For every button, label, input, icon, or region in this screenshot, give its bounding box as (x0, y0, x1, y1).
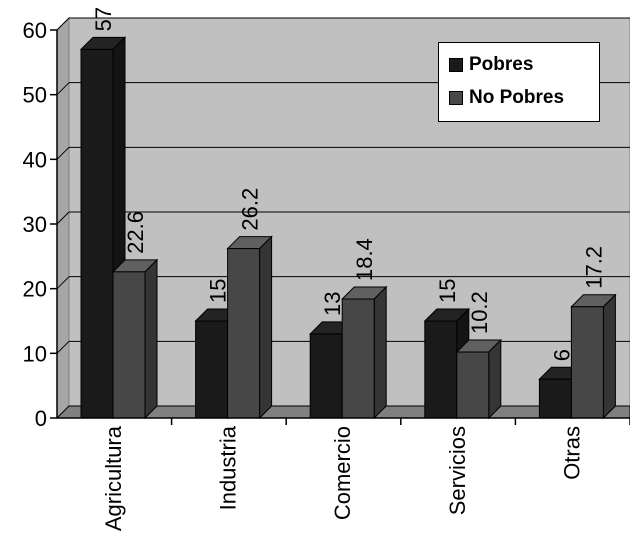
bar (456, 351, 490, 419)
legend-item-series-0: Pobres (449, 52, 533, 78)
bar (195, 320, 229, 419)
x-axis: Agricultura Industria Comercio Servicios Otr… (57, 417, 630, 531)
bar-side (602, 293, 616, 420)
data-label: 13 (320, 291, 345, 315)
legend-item-series-1: No Pobres (449, 85, 564, 111)
y-tick-label: 0 (35, 406, 47, 431)
y-tick-label: 50 (23, 83, 47, 108)
legend-label: No Pobres (469, 87, 565, 108)
legend-swatch (449, 91, 463, 105)
bar-side (373, 285, 387, 420)
bar (80, 48, 114, 419)
data-label: 15 (435, 279, 460, 303)
gridline-diagonal (56, 340, 70, 354)
gridline-diagonal (56, 276, 70, 290)
bar-side (144, 258, 158, 420)
y-tick-label: 40 (23, 147, 47, 172)
x-tick-label: Industria (216, 425, 241, 510)
y-axis: 0 10 20 30 40 50 60 (23, 18, 58, 431)
data-label: 6 (549, 349, 574, 361)
bars (79, 36, 617, 420)
x-tick-label: Servicios (445, 426, 470, 515)
legend-label: Pobres (469, 54, 534, 75)
data-label: 17.2 (581, 246, 606, 289)
bar (424, 320, 458, 419)
y-tick-label: 10 (23, 341, 47, 366)
x-tick-label: Agricultura (101, 425, 126, 531)
data-label: 22.6 (123, 211, 148, 254)
bar (309, 333, 343, 419)
legend-swatch (449, 58, 463, 72)
bar (227, 248, 261, 419)
gridline-diagonal (56, 146, 70, 160)
data-label: 10.2 (467, 291, 492, 334)
y-tick-label: 30 (23, 212, 47, 237)
x-tick-label: Otras (559, 426, 584, 480)
bar-side (259, 235, 273, 420)
data-label: 18.4 (352, 238, 377, 281)
bar (341, 298, 375, 419)
gridline-diagonal (56, 82, 70, 96)
x-tick-label: Comercio (330, 426, 355, 520)
bar (112, 271, 146, 419)
y-tick-label: 60 (23, 18, 47, 43)
bar (538, 378, 572, 419)
data-label: 57 (91, 7, 116, 31)
bar-side (488, 338, 502, 420)
data-label: 15 (206, 279, 231, 303)
y-tick-label: 20 (23, 277, 47, 302)
legend: Pobres No Pobres (438, 42, 600, 122)
bar (570, 306, 604, 419)
gridline-diagonal (56, 211, 70, 225)
data-labels: 57 22.6 15 26.2 13 18.4 15 10.2 6 17.2 (91, 7, 606, 361)
data-label: 26.2 (238, 188, 263, 231)
gridline-diagonal (56, 17, 70, 31)
